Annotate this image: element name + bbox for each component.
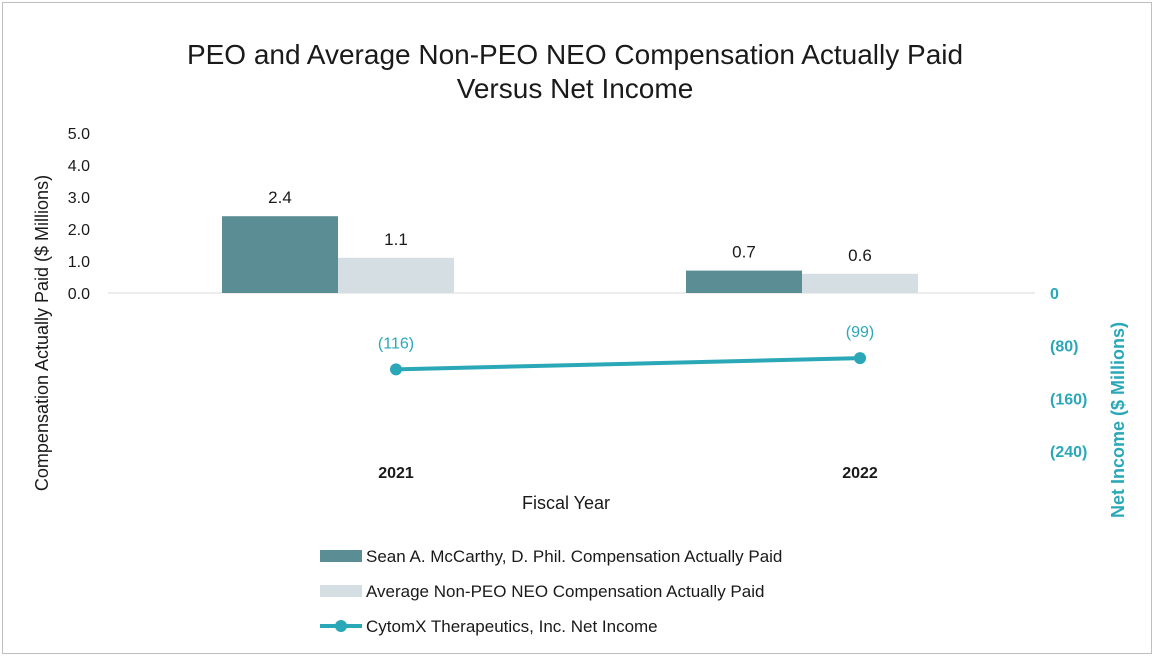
net-income-data-label: (99) [846,324,874,341]
line-group: (116) (99) [378,324,874,376]
legend-swatch-peo [320,550,362,562]
category-label-2021: 2021 [378,465,414,482]
bar-labels-group: 2.4 0.7 1.1 0.6 [268,188,872,265]
category-labels: 2021 2022 [378,465,878,482]
category-label-2022: 2022 [842,465,878,482]
bar-non-peo-2021 [338,257,454,293]
bar-peo-2021 [222,216,338,293]
legend-label: Average Non-PEO NEO Compensation Actuall… [366,582,764,601]
net-income-data-label: (116) [378,335,414,352]
x-axis-title: Fiscal Year [522,493,610,513]
y-axis-ticks: 5.0 4.0 3.0 2.0 1.0 0.0 [68,126,90,303]
legend-swatch-marker [335,620,347,632]
y2-tick-label: 0 [1050,286,1059,303]
legend-label: CytomX Therapeutics, Inc. Net Income [366,617,658,636]
legend: Sean A. McCarthy, D. Phil. Compensation … [320,547,782,636]
bar-peo-2022 [686,270,802,293]
net-income-point-2021 [390,363,402,376]
y-tick-label: 4.0 [68,158,90,175]
y2-tick-label: (240) [1050,444,1087,461]
y-axis-title: Compensation Actually Paid ($ Millions) [32,175,52,491]
bars-group [222,216,918,293]
bar-data-label: 0.7 [732,243,756,262]
y-tick-label: 3.0 [68,190,90,207]
chart-frame [2,2,1152,654]
y-tick-label: 2.0 [68,222,90,239]
y2-axis-ticks: 0 (80) (160) (240) [1050,286,1087,461]
y2-axis-title: Net Income ($ Millions) [1108,322,1128,518]
net-income-point-2022 [854,352,866,365]
bar-data-label: 0.6 [848,246,872,265]
chart-title: PEO and Average Non-PEO NEO Compensation… [0,38,1150,106]
bar-non-peo-2022 [802,273,918,293]
y2-tick-label: (80) [1050,339,1078,356]
y2-tick-label: (160) [1050,391,1087,408]
legend-swatch-non-peo [320,585,362,597]
y-tick-label: 5.0 [68,126,90,143]
chart-title-line1: PEO and Average Non-PEO NEO Compensation… [186,39,964,70]
net-income-line [395,356,861,372]
legend-label: Sean A. McCarthy, D. Phil. Compensation … [366,547,782,566]
y-tick-label: 0.0 [68,286,90,303]
y-tick-label: 1.0 [68,254,90,271]
bar-data-label: 1.1 [384,230,408,249]
chart-title-line2: Versus Net Income [456,73,694,104]
bar-data-label: 2.4 [268,188,292,207]
